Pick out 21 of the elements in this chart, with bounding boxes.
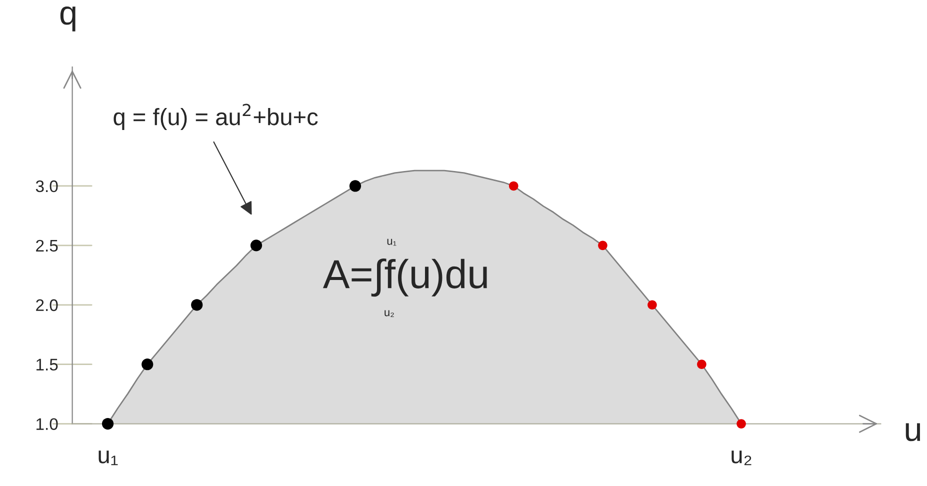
point xyxy=(598,240,608,250)
point xyxy=(349,180,362,192)
point xyxy=(142,358,154,370)
annotation: A=∫f(u)du xyxy=(322,258,487,297)
y-tick-label: 1.0 xyxy=(36,418,58,430)
x-axis-title: u xyxy=(906,423,920,442)
y-tick-label: 1.5 xyxy=(36,358,58,371)
point xyxy=(697,360,706,369)
point xyxy=(102,418,114,430)
point xyxy=(191,299,203,311)
point xyxy=(250,240,262,252)
y-tick-label: 3.0 xyxy=(36,180,58,192)
y-axis-title: q xyxy=(60,6,76,32)
y-tick-label: 2.5 xyxy=(36,240,58,252)
annotation: u₁ xyxy=(387,238,396,246)
point xyxy=(736,419,746,428)
point xyxy=(508,181,518,191)
annotation: q = f(u) = au$^{2}$+bu+c xyxy=(114,104,318,130)
point xyxy=(648,300,657,310)
y-tick-label: 2.0 xyxy=(36,299,58,312)
annotation: u₂ xyxy=(384,310,394,318)
